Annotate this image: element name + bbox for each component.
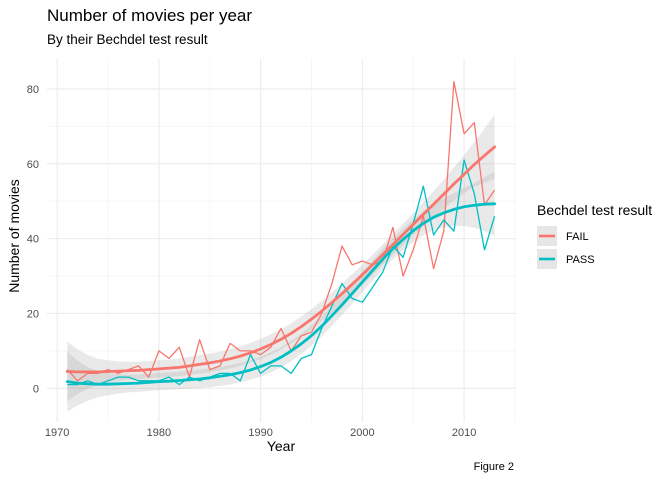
y-tick-label: 80 xyxy=(27,84,39,96)
y-tick-label: 20 xyxy=(27,308,39,320)
x-tick-label: 1970 xyxy=(45,427,69,439)
pass-legend-label: PASS xyxy=(566,254,595,266)
pass-confidence-band xyxy=(67,171,495,412)
confidence-bands xyxy=(67,114,495,412)
legend-title: Bechdel test result xyxy=(537,202,652,218)
chart-title: Number of movies per year xyxy=(47,6,252,25)
y-axis-label: Number of movies xyxy=(6,179,22,293)
x-tick-labels: 1970 1980 1990 2000 2010 xyxy=(45,427,476,439)
y-tick-labels: 0 20 40 60 80 xyxy=(27,84,39,395)
x-axis-label: Year xyxy=(267,438,296,454)
grid xyxy=(47,59,516,422)
chart-caption: Figure 2 xyxy=(474,461,514,473)
fail-legend-label: FAIL xyxy=(566,231,589,243)
y-tick-label: 40 xyxy=(27,234,39,246)
x-tick-label: 2000 xyxy=(350,427,374,439)
pass-series-line xyxy=(67,159,496,386)
y-tick-label: 60 xyxy=(27,159,39,171)
fail-trend-line xyxy=(65,145,497,374)
legend: Bechdel test result FAIL PASS xyxy=(537,202,652,269)
pass-trend-line xyxy=(65,202,497,386)
x-tick-label: 1990 xyxy=(248,427,272,439)
chart-subtitle: By their Bechdel test result xyxy=(47,32,208,47)
legend-keys: FAIL PASS xyxy=(537,226,595,269)
trend-lines xyxy=(65,145,497,386)
x-tick-label: 2010 xyxy=(452,427,476,439)
y-tick-label: 0 xyxy=(33,383,39,395)
x-tick-label: 1980 xyxy=(147,427,171,439)
